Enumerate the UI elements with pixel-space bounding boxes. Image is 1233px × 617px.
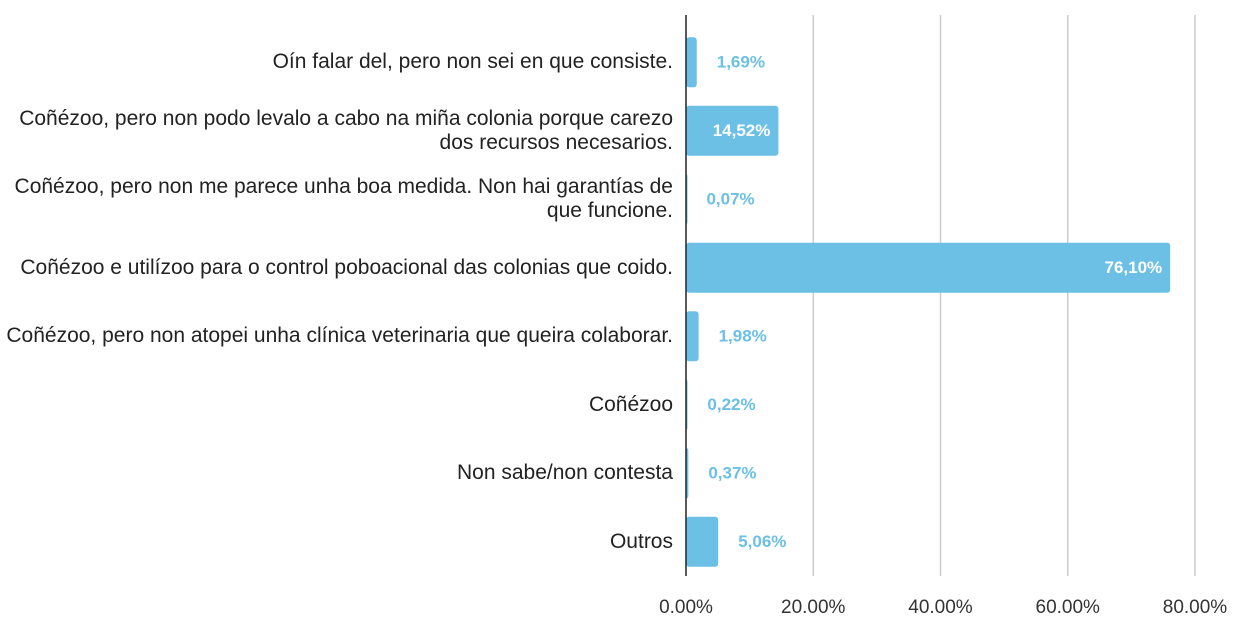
x-tick-label: 40.00% xyxy=(908,597,973,617)
x-tick-label: 60.00% xyxy=(1036,597,1101,617)
x-tick-label: 80.00% xyxy=(1163,597,1228,617)
value-label: 1,98% xyxy=(719,327,767,346)
category-label: Coñézoo xyxy=(588,392,673,416)
value-label: 0,22% xyxy=(707,395,755,414)
category-label: Oín falar del, pero non sei en que consi… xyxy=(272,50,673,74)
value-label: 0,07% xyxy=(706,190,754,209)
category-label: Coñézoo e utilízoo para o control poboac… xyxy=(20,255,673,279)
value-label: 0,37% xyxy=(708,464,756,483)
value-label: 14,52% xyxy=(713,121,771,140)
bar xyxy=(686,242,1171,293)
bar xyxy=(686,516,719,567)
value-label: 1,69% xyxy=(717,53,765,72)
bar xyxy=(686,105,779,156)
bar xyxy=(686,311,699,362)
category-label: Outros xyxy=(609,529,673,553)
value-label: 5,06% xyxy=(738,532,786,551)
category-label: Non sabe/non contesta xyxy=(457,461,673,485)
value-label: 76,10% xyxy=(1105,258,1163,277)
category-label: Coñézoo, pero non me parece unha boa med… xyxy=(14,175,673,223)
x-tick-label: 0.00% xyxy=(659,597,713,617)
category-label: Coñézoo, pero non podo levalo a cabo na … xyxy=(19,106,673,154)
bar xyxy=(686,37,697,88)
x-tick-label: 20.00% xyxy=(781,597,846,617)
category-label: Coñézoo, pero non atopei unha clínica ve… xyxy=(6,324,673,348)
